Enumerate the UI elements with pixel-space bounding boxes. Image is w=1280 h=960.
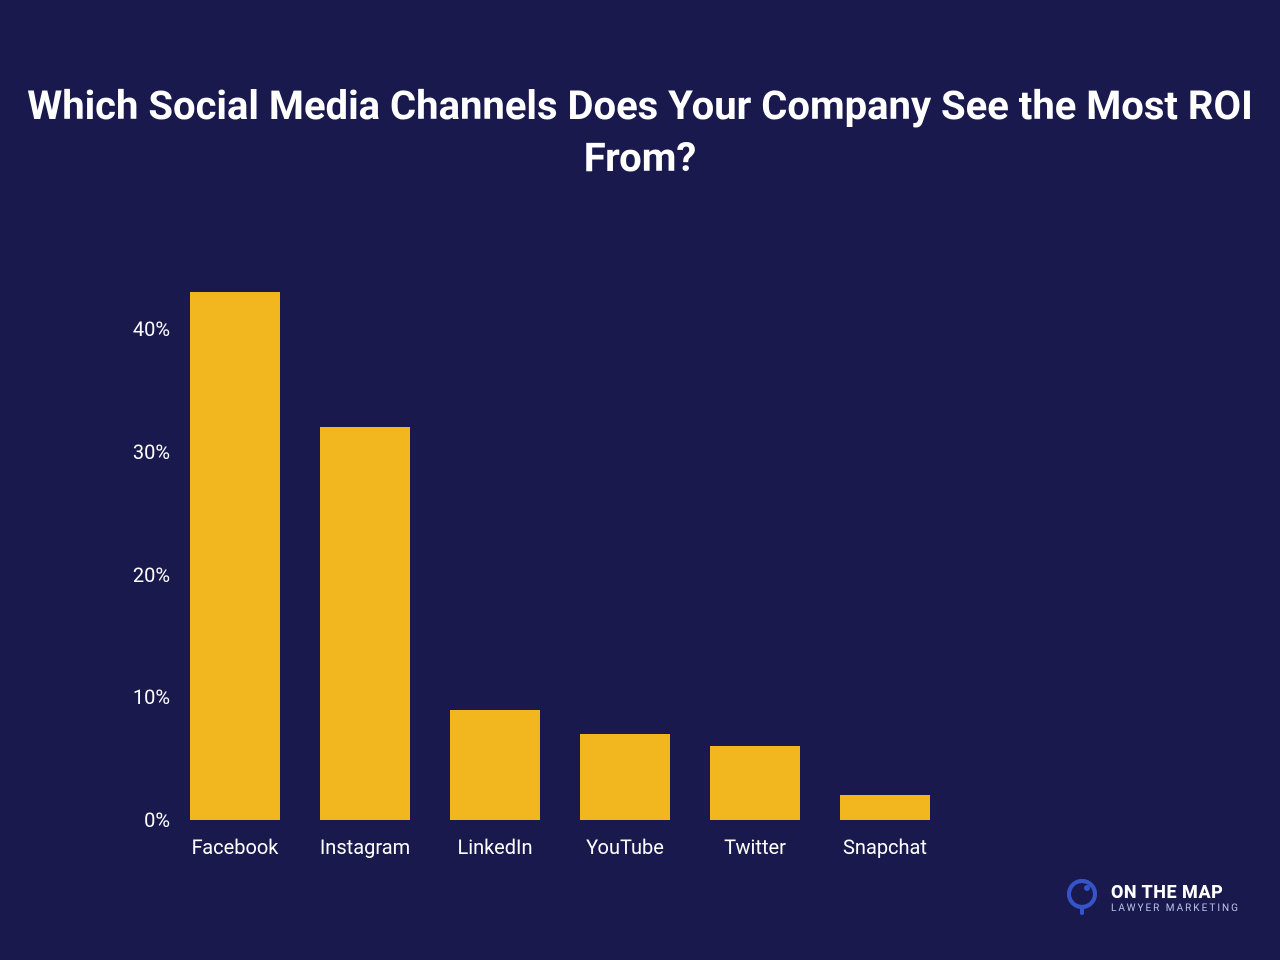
y-tick-label: 0% [144, 808, 170, 832]
brand-logo: ON THE MAP LAWYER MARKETING [1063, 878, 1240, 920]
y-tick-label: 40% [133, 317, 170, 341]
bar [580, 734, 670, 820]
map-pin-icon [1063, 878, 1101, 920]
x-tick-label: Twitter [724, 835, 786, 859]
chart-area: 0%10%20%30%40% [100, 280, 920, 820]
plot-region [180, 280, 920, 820]
bar [320, 427, 410, 820]
x-tick-label: Facebook [192, 835, 279, 859]
bar [840, 795, 930, 820]
x-tick-label: Snapchat [843, 835, 927, 859]
bar [710, 746, 800, 820]
x-tick-label: YouTube [586, 835, 664, 859]
y-axis: 0%10%20%30%40% [100, 280, 180, 820]
x-tick-label: Instagram [320, 835, 410, 859]
bar [450, 710, 540, 820]
chart-title: Which Social Media Channels Does Your Co… [0, 80, 1280, 184]
y-tick-label: 10% [133, 685, 170, 709]
y-tick-label: 20% [133, 563, 170, 587]
y-tick-label: 30% [133, 440, 170, 464]
logo-main-text: ON THE MAP [1111, 884, 1240, 902]
x-tick-label: LinkedIn [458, 835, 533, 859]
bar [190, 292, 280, 820]
logo-sub-text: LAWYER MARKETING [1111, 904, 1240, 914]
